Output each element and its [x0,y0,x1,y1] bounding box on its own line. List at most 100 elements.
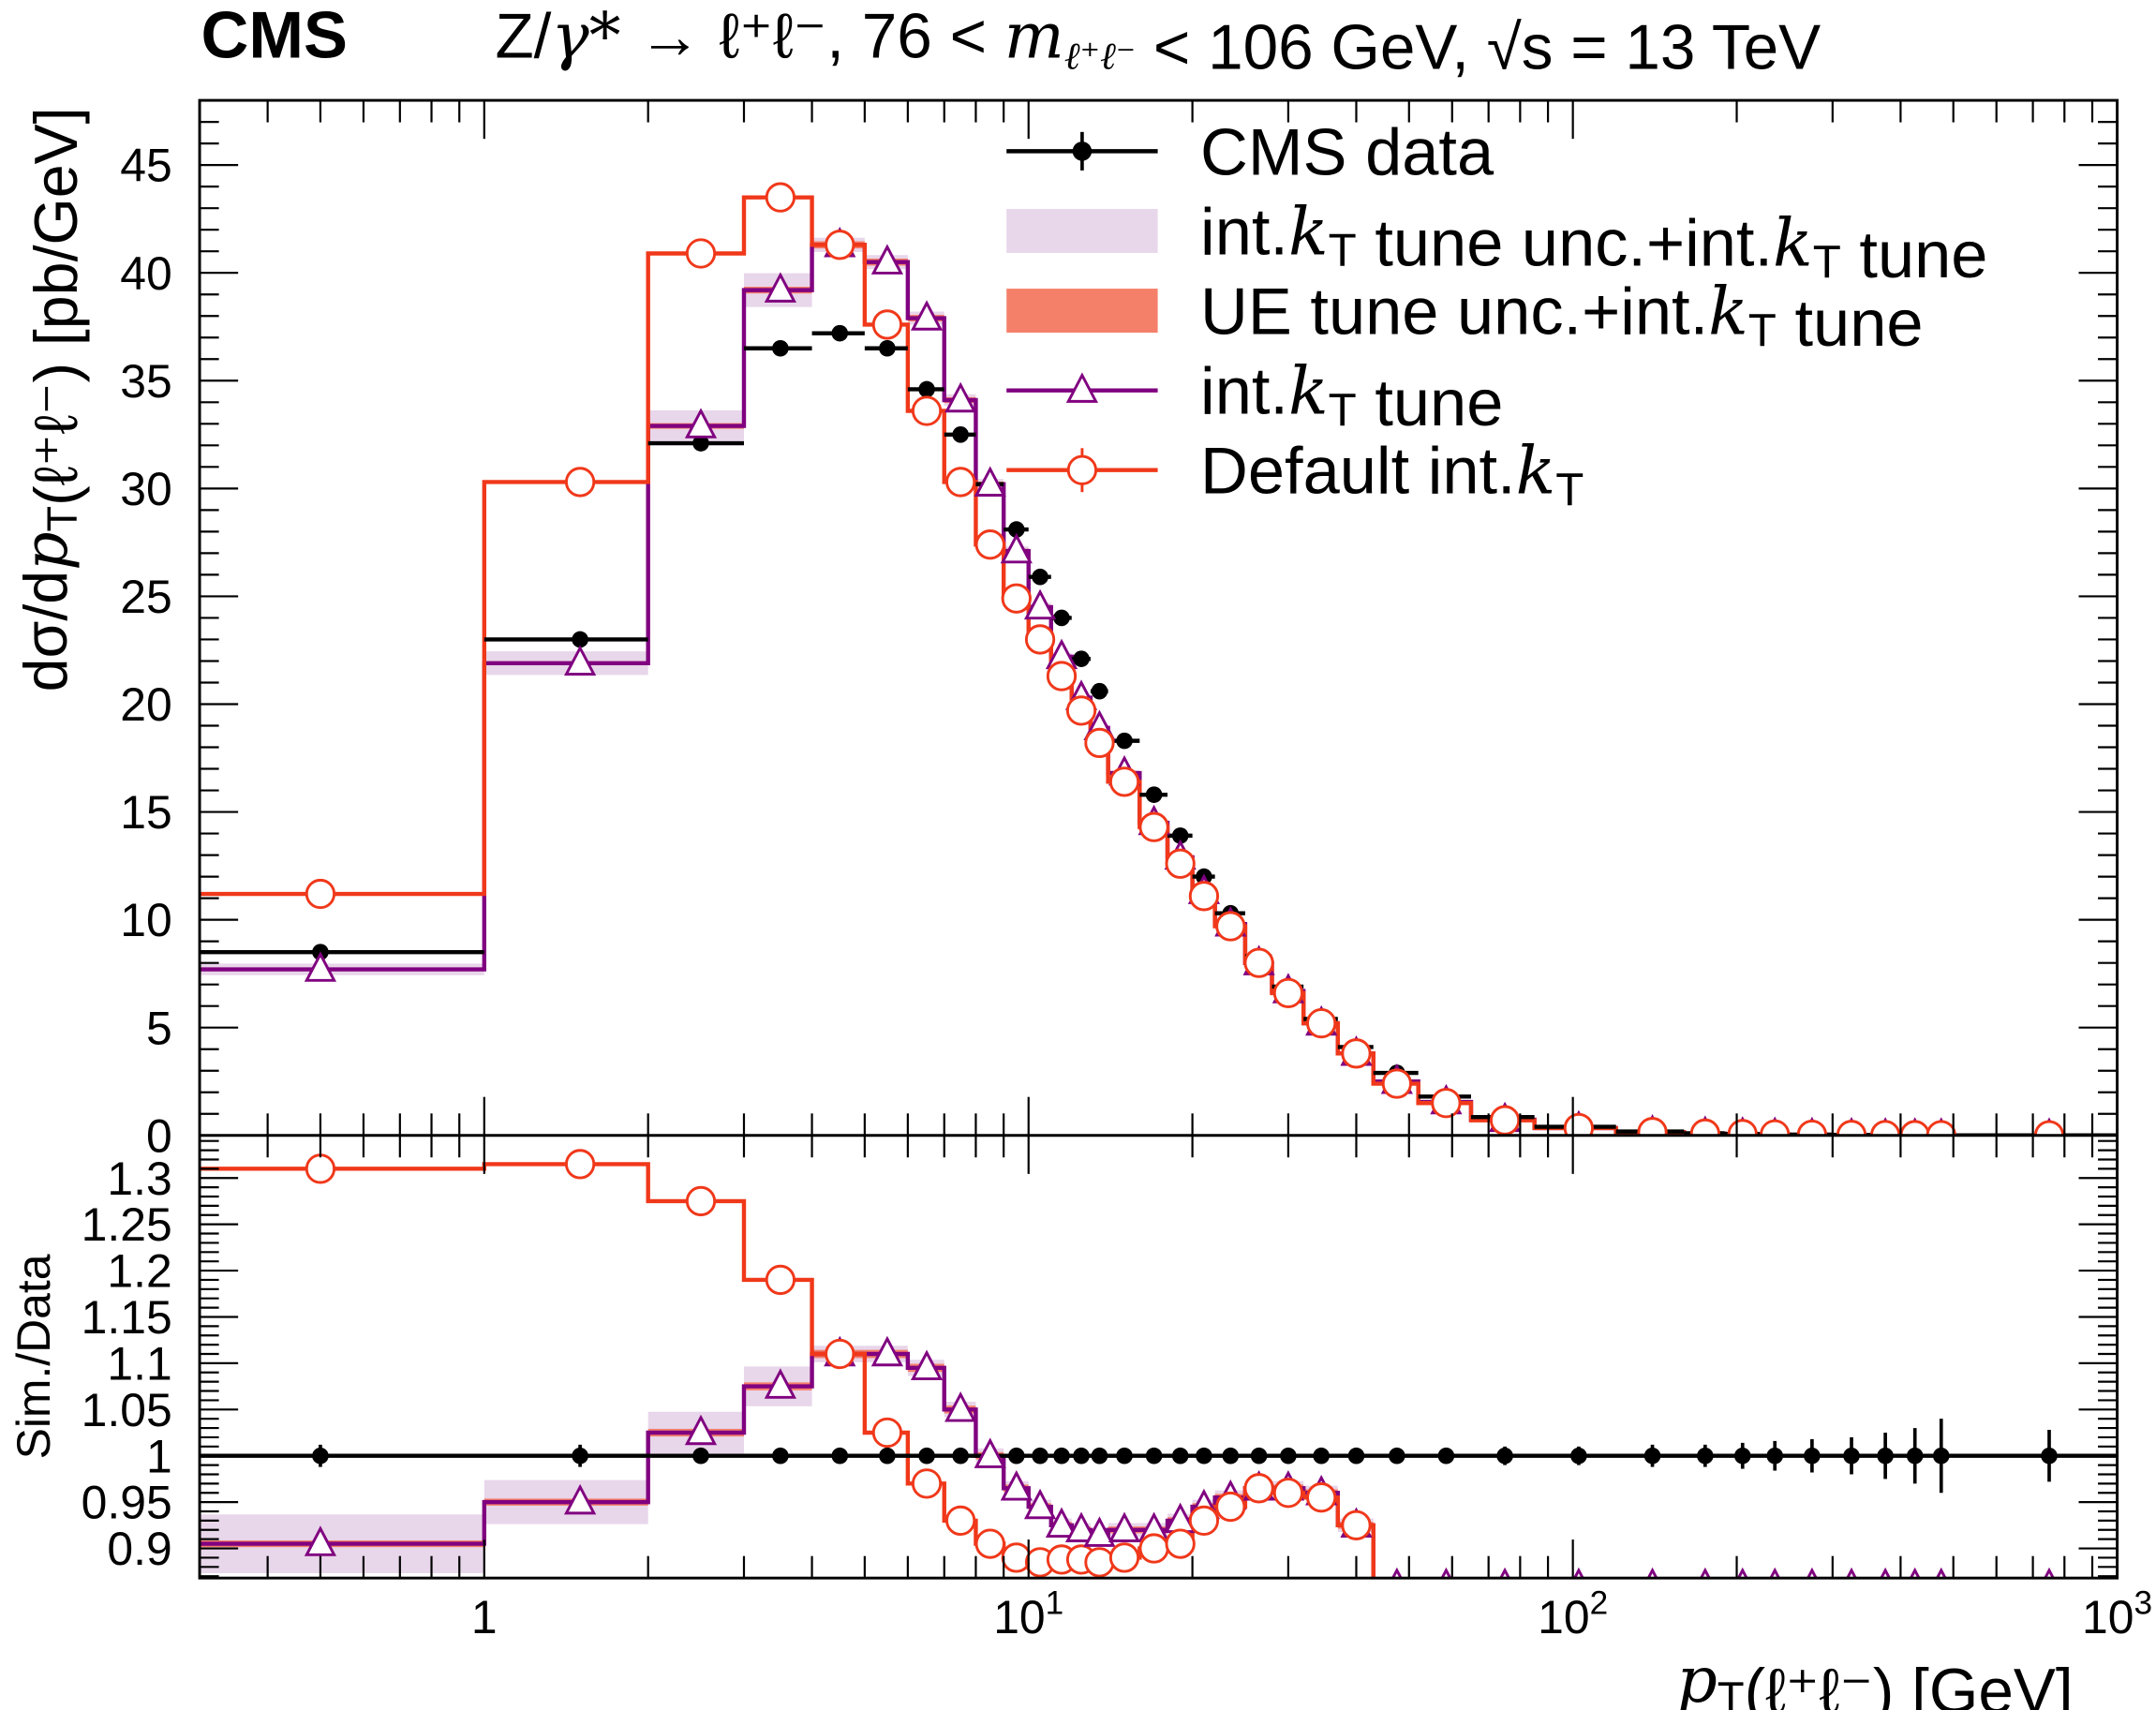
default-marker [945,467,976,498]
ue-unc-band-ratio [1790,1583,1833,1589]
data-ratio-point [1222,1447,1240,1465]
y-tick-label: 30 [120,463,171,515]
default-marker [871,309,903,340]
default-marker [1306,1007,1337,1039]
default-marker [305,878,336,910]
intkt-ratio-marker [1045,1507,1078,1539]
data-ratio-point [1007,1447,1025,1465]
data-point [918,380,935,398]
math-var: k [1773,205,1813,282]
default-marker [685,238,717,269]
default-marker [1563,1112,1595,1136]
intkt-marker [1000,532,1033,564]
default-ratio-marker [1165,1528,1196,1559]
ue-unc-band-ratio [1760,1583,1790,1589]
math-var: p [11,531,82,570]
intkt-ratio-marker [1000,1470,1033,1501]
data-ratio-point [952,1447,969,1465]
band-swatch [1006,208,1158,253]
data-ratio-point [312,1447,329,1465]
intkt-line [200,243,2118,1136]
default-marker [1489,1105,1521,1136]
default-ratio-marker [1491,1590,1518,1617]
text-part: UE tune unc.+int. [1200,274,1708,348]
default-ratio-marker [1798,1590,1825,1617]
tick-exp: 3 [2134,1584,2153,1621]
intkt-unc-band-ratio [1374,1579,1419,1592]
intkt-unc-band-ratio [1900,1579,1928,1592]
legend-label: Default int.kT [1200,433,1584,515]
legend-label: int.kT tune [1200,353,1503,439]
intkt-unc-band-ratio [1725,1579,1760,1592]
text-part: < 106 GeV, [1136,13,1487,83]
default-ratio-marker [1691,1590,1718,1617]
intkt-ratio-marker [304,1525,337,1556]
intkt-unc-band-ratio [1616,1579,1685,1592]
y-tick-label: 10 [120,894,171,946]
intkt-ratio-marker [1390,1567,1403,1579]
ue-unc-band-ratio [1725,1583,1760,1589]
text-part: tune unc.+int. [1357,206,1773,280]
x-tick-label: 103 [2082,1584,2152,1643]
intkt-ratio-marker [870,1335,904,1367]
intkt-ratio-marker [564,1483,597,1515]
data-point [1145,786,1163,803]
text-part: dσ/d [12,571,80,692]
ratio-tick-label: 1 [146,1430,172,1482]
intkt-ratio-marker [1935,1567,1947,1579]
intkt-ratio-marker [764,1368,796,1399]
intkt-marker [304,951,337,982]
data-ratio-point [1697,1447,1714,1465]
default-marker [1046,661,1078,691]
intkt-ratio-marker [2044,1567,2055,1579]
data-ratio-point [572,1447,588,1465]
tick-exp: 1 [1046,1584,1064,1621]
default-ratio-marker [871,1417,903,1449]
subscript: T [1717,1673,1745,1710]
default-marker [1001,583,1032,614]
text-part: = 13 TeV [1553,13,1821,83]
text-part: tune [1841,217,1988,291]
intkt-ratio-marker [1023,1488,1057,1520]
default-ratio-marker [765,1264,796,1296]
y-tick-label: 25 [120,571,171,623]
data-ratio-point [1643,1447,1661,1465]
legend-label: CMS data [1200,114,1494,188]
band-swatch [1006,289,1158,334]
tick-exp: 2 [1590,1584,1609,1621]
legend-entry-ue_band: UE tune unc.+int.kT tune [1006,273,1924,360]
ratio-tick-label: 1.3 [107,1152,171,1205]
data-ratio-point [1116,1447,1133,1465]
circle-marker-icon [1066,454,1098,485]
default-ratio-marker [1188,1505,1220,1537]
data-ratio-point [1280,1447,1297,1465]
ue-unc-band-ratio [1954,1583,2118,1589]
ratio-tick-label: 1.25 [82,1198,172,1251]
intkt-ratio-marker [1646,1567,1658,1579]
data-ratio-point [1766,1447,1784,1465]
chart-title: Z/γ* → ℓ⁺ℓ⁻, 76 < mℓ⁺ℓ⁻ < 106 GeV, √s = … [495,0,1821,83]
data-ratio-point [1437,1447,1455,1465]
y-tick-label: 20 [120,678,171,731]
intkt-ratio-marker [1064,1511,1098,1542]
default-marker [564,467,596,498]
default-ratio-marker [1084,1547,1115,1578]
subscript: ℓ⁺ℓ⁻ [1064,34,1136,79]
ratio-tick-label: 0.95 [82,1477,172,1529]
default-marker [1272,977,1304,1009]
default-marker [765,182,796,213]
data-ratio-point [1196,1447,1212,1465]
data-ratio-point [1250,1447,1268,1465]
data-point [1032,568,1048,586]
data-point [1091,682,1108,700]
math-var: p [1677,1643,1717,1710]
data-ratio-point [1171,1447,1189,1465]
intkt-marker [1023,588,1057,620]
intkt-ratio-marker [1083,1516,1116,1547]
default-marker [1341,1038,1372,1069]
tick-base: 1 [471,1591,498,1643]
default-ratio-marker [1837,1590,1865,1617]
data-ratio-point [1347,1447,1365,1465]
y-tick-label: 0 [146,1109,172,1162]
ratio-tick-label: 1.15 [82,1291,172,1344]
